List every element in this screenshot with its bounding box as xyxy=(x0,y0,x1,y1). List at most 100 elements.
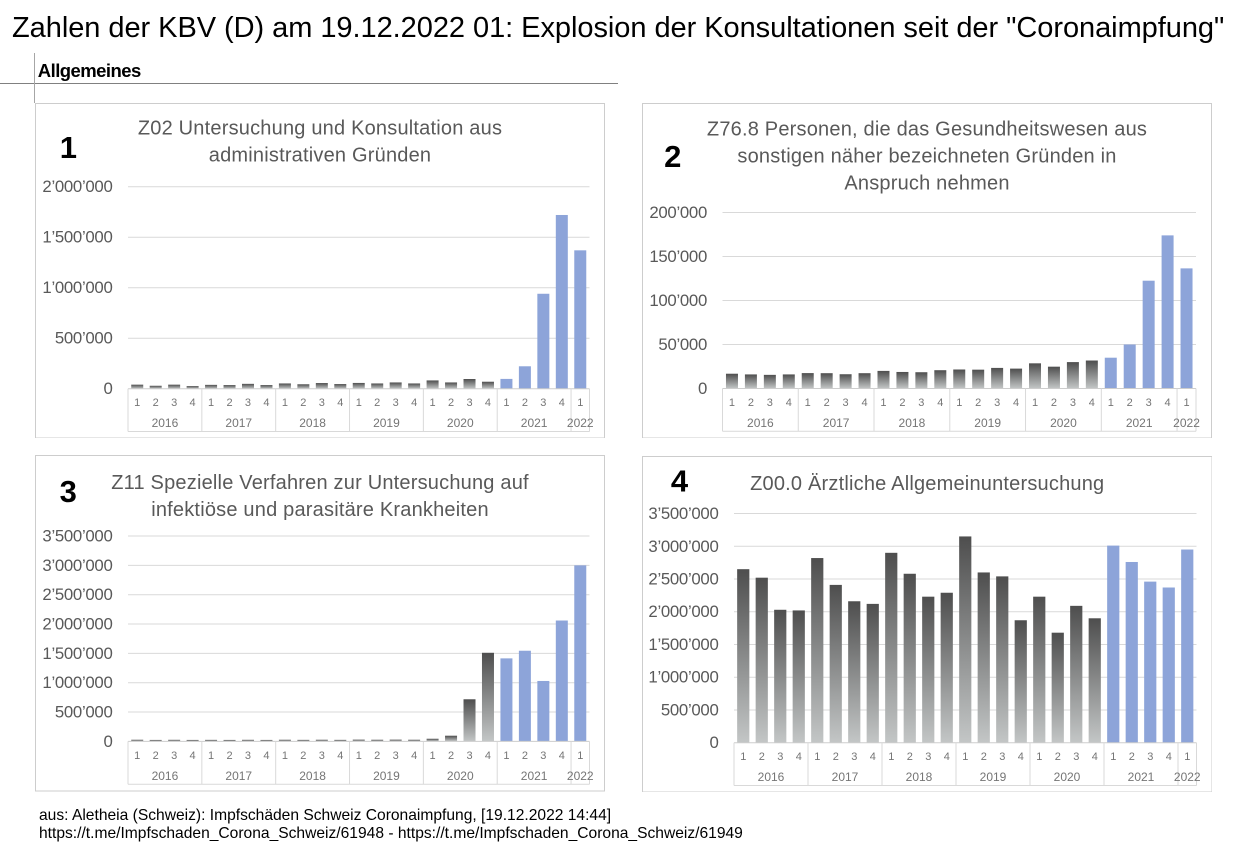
svg-text:2: 2 xyxy=(226,750,232,762)
svg-text:2020: 2020 xyxy=(1050,416,1077,430)
svg-text:4: 4 xyxy=(1165,751,1171,763)
svg-text:3: 3 xyxy=(767,397,773,409)
svg-text:4: 4 xyxy=(337,750,343,762)
svg-text:2021: 2021 xyxy=(520,416,547,430)
svg-text:3: 3 xyxy=(244,397,250,409)
svg-text:50’000: 50’000 xyxy=(658,335,707,354)
svg-text:infektiöse und parasitäre Kran: infektiöse und parasitäre Krankheiten xyxy=(151,499,489,521)
svg-text:4: 4 xyxy=(795,751,801,763)
svg-text:1: 1 xyxy=(1108,397,1114,409)
svg-text:1: 1 xyxy=(208,397,214,409)
svg-text:3: 3 xyxy=(999,751,1005,763)
svg-text:2018: 2018 xyxy=(299,416,326,430)
svg-text:2018: 2018 xyxy=(905,770,932,784)
svg-text:1’000’000: 1’000’000 xyxy=(42,278,112,297)
svg-text:200’000: 200’000 xyxy=(649,203,707,222)
svg-text:4: 4 xyxy=(411,750,417,762)
svg-text:2: 2 xyxy=(447,397,453,409)
svg-text:2’000’000: 2’000’000 xyxy=(42,177,112,196)
svg-text:2017: 2017 xyxy=(225,416,252,430)
svg-text:1: 1 xyxy=(1032,397,1038,409)
svg-text:3: 3 xyxy=(1073,751,1079,763)
svg-text:1: 1 xyxy=(888,751,894,763)
svg-text:2021: 2021 xyxy=(1126,416,1153,430)
svg-text:4: 4 xyxy=(558,397,564,409)
svg-text:4: 4 xyxy=(1013,397,1019,409)
svg-text:1: 1 xyxy=(281,397,287,409)
svg-text:4: 4 xyxy=(263,750,269,762)
svg-text:100’000: 100’000 xyxy=(649,291,707,310)
svg-text:3: 3 xyxy=(244,750,250,762)
svg-text:1: 1 xyxy=(503,397,509,409)
svg-text:1: 1 xyxy=(429,397,435,409)
svg-text:1: 1 xyxy=(729,397,735,409)
svg-text:1’500’000: 1’500’000 xyxy=(648,634,718,653)
svg-text:0: 0 xyxy=(698,379,707,398)
svg-text:Z76.8 Personen, die das Gesund: Z76.8 Personen, die das Gesundheitswesen… xyxy=(707,118,1147,140)
svg-text:2019: 2019 xyxy=(979,770,1006,784)
svg-text:Z02 Untersuchung und Konsultat: Z02 Untersuchung und Konsultation aus xyxy=(137,117,501,139)
svg-text:4: 4 xyxy=(786,397,792,409)
svg-text:1: 1 xyxy=(1183,397,1189,409)
svg-text:1: 1 xyxy=(134,750,140,762)
svg-text:4: 4 xyxy=(337,397,343,409)
svg-text:2: 2 xyxy=(447,750,453,762)
svg-text:3’500’000: 3’500’000 xyxy=(648,504,718,523)
svg-text:4: 4 xyxy=(869,751,875,763)
svg-text:3: 3 xyxy=(392,397,398,409)
svg-text:1: 1 xyxy=(814,751,820,763)
svg-text:2: 2 xyxy=(1127,397,1133,409)
svg-text:2019: 2019 xyxy=(974,416,1001,430)
svg-text:2017: 2017 xyxy=(225,769,252,783)
svg-text:3: 3 xyxy=(318,750,324,762)
svg-text:2020: 2020 xyxy=(446,769,473,783)
svg-text:1: 1 xyxy=(355,750,361,762)
svg-text:2021: 2021 xyxy=(520,769,547,783)
svg-text:3’000’000: 3’000’000 xyxy=(648,536,718,555)
svg-text:3: 3 xyxy=(777,751,783,763)
svg-text:2’500’000: 2’500’000 xyxy=(648,569,718,588)
svg-text:2: 2 xyxy=(906,751,912,763)
svg-text:2: 2 xyxy=(975,397,981,409)
svg-text:2: 2 xyxy=(748,397,754,409)
svg-text:150’000: 150’000 xyxy=(649,247,707,266)
svg-text:2022: 2022 xyxy=(566,416,593,430)
svg-text:sonstigen näher bezeichneten G: sonstigen näher bezeichneten Gründen in xyxy=(737,145,1116,167)
svg-text:1: 1 xyxy=(281,750,287,762)
svg-text:1’500’000: 1’500’000 xyxy=(42,227,112,246)
svg-text:3: 3 xyxy=(466,750,472,762)
svg-text:2: 2 xyxy=(300,397,306,409)
svg-text:0: 0 xyxy=(103,732,112,751)
svg-text:Anspruch nehmen: Anspruch nehmen xyxy=(844,172,1009,194)
svg-text:3: 3 xyxy=(1147,751,1153,763)
svg-text:2022: 2022 xyxy=(566,769,593,783)
svg-text:2: 2 xyxy=(824,397,830,409)
svg-text:4: 4 xyxy=(484,397,490,409)
svg-text:0: 0 xyxy=(709,733,718,752)
svg-text:2016: 2016 xyxy=(757,770,784,784)
svg-text:2022: 2022 xyxy=(1173,416,1200,430)
svg-text:3: 3 xyxy=(994,397,1000,409)
svg-text:2: 2 xyxy=(521,750,527,762)
svg-text:0: 0 xyxy=(103,379,112,398)
svg-text:4: 4 xyxy=(943,751,949,763)
svg-text:1: 1 xyxy=(577,750,583,762)
svg-text:4: 4 xyxy=(411,397,417,409)
svg-text:4: 4 xyxy=(263,397,269,409)
svg-text:1: 1 xyxy=(962,751,968,763)
svg-text:3: 3 xyxy=(843,397,849,409)
svg-text:3: 3 xyxy=(466,397,472,409)
svg-text:Z00.0 Ärztliche Allgemeinunter: Z00.0 Ärztliche Allgemeinuntersuchung xyxy=(750,473,1104,495)
svg-text:2: 2 xyxy=(664,138,681,173)
svg-text:2016: 2016 xyxy=(151,416,178,430)
svg-text:3: 3 xyxy=(171,397,177,409)
svg-text:2: 2 xyxy=(300,750,306,762)
svg-text:2022: 2022 xyxy=(1173,770,1200,784)
svg-text:3: 3 xyxy=(918,397,924,409)
svg-text:2021: 2021 xyxy=(1127,770,1154,784)
svg-text:2: 2 xyxy=(1054,751,1060,763)
svg-text:4: 4 xyxy=(1017,751,1023,763)
svg-text:2: 2 xyxy=(374,750,380,762)
svg-text:4: 4 xyxy=(189,750,195,762)
svg-text:2020: 2020 xyxy=(446,416,473,430)
